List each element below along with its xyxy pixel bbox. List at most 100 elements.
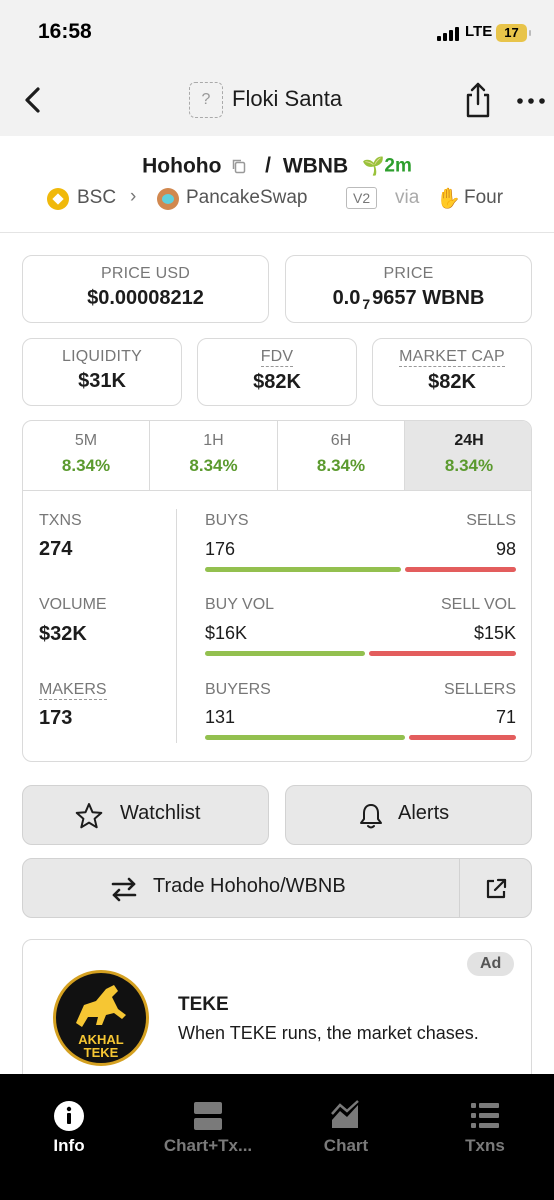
- tab-chart[interactable]: Chart: [277, 1074, 415, 1200]
- logo-text-line1: AKHAL: [78, 1032, 124, 1047]
- pancakeswap-icon: [157, 188, 179, 210]
- buy-vol-value: $16K: [205, 623, 248, 643]
- volume-label: VOLUME: [39, 596, 107, 613]
- liquidity-box: LIQUIDITY $31K: [22, 338, 182, 406]
- sprout-icon: 🌱: [361, 155, 385, 176]
- tab-24h-change: 8.34%: [444, 456, 494, 475]
- price-usd-label: PRICE USD: [101, 265, 190, 282]
- bsc-chain-icon: [47, 188, 69, 210]
- tab-1h-change: 8.34%: [189, 456, 238, 475]
- base-token-symbol: Hohoho: [142, 154, 222, 178]
- pair-header: Hohoho / WBNB 🌱2m: [0, 154, 554, 178]
- nav-bar: ? Floki Santa: [0, 64, 554, 136]
- tab-chart-label: Chart: [323, 1136, 369, 1155]
- tab-24h[interactable]: 24H 8.34%: [405, 421, 531, 490]
- tab-6h[interactable]: 6H 8.34%: [278, 421, 405, 490]
- logo-text-line2: TEKE: [83, 1045, 119, 1060]
- sells-bar: [405, 567, 516, 572]
- sellers-label: SELLERS: [443, 681, 516, 698]
- buy-vol-label: BUY VOL: [205, 596, 275, 613]
- txns-label: TXNS: [39, 512, 82, 529]
- launchpad-name[interactable]: Four: [464, 187, 504, 208]
- sells-value: 98: [495, 539, 516, 559]
- four-launchpad-icon: ✋: [436, 188, 461, 210]
- tab-chart-txns[interactable]: Chart+Tx...: [139, 1074, 277, 1200]
- sellers-bar: [409, 735, 516, 740]
- buys-value: 176: [205, 539, 236, 559]
- teke-logo: AKHAL TEKE: [53, 970, 149, 1066]
- back-button[interactable]: [16, 80, 52, 120]
- tab-1h[interactable]: 1H 8.34%: [150, 421, 278, 490]
- buys-label: BUYS: [205, 512, 249, 529]
- price-native-value: 0.0 7 9657 WBNB: [332, 287, 485, 312]
- ad-card[interactable]: Ad AKHAL TEKE TEKE When TEKE runs, the ma…: [22, 939, 532, 1119]
- ad-badge: Ad: [467, 952, 515, 976]
- price-usd-value: $0.00008212: [87, 287, 204, 309]
- volume-value: $32K: [39, 623, 87, 645]
- area-chart-icon: [331, 1100, 359, 1128]
- alerts-button[interactable]: Alerts: [285, 785, 532, 845]
- swap-arrows-icon: [111, 877, 137, 902]
- copy-icon[interactable]: [231, 158, 247, 174]
- quote-token-symbol: WBNB: [282, 154, 349, 178]
- buy-vol-bar: [205, 651, 365, 656]
- txns-value: 274: [39, 538, 73, 560]
- tab-5m[interactable]: 5M 8.34%: [23, 421, 150, 490]
- tab-5m-change: 8.34%: [61, 456, 111, 475]
- chain-name[interactable]: BSC: [77, 187, 117, 208]
- bottom-tab-bar: Info Chart+Tx... Chart Txns: [0, 1074, 554, 1200]
- chevron-right-icon: ›: [130, 186, 137, 207]
- horse-icon: [76, 985, 126, 1027]
- buyers-bar: [205, 735, 405, 740]
- tab-txns-label: Txns: [465, 1136, 505, 1155]
- list-icon: [471, 1103, 499, 1128]
- tab-info[interactable]: Info: [0, 1074, 138, 1200]
- market-cap-value: $82K: [428, 371, 476, 393]
- makers-value: 173: [39, 707, 73, 729]
- tab-info-label: Info: [53, 1136, 85, 1155]
- tab-chart-txns-label: Chart+Tx...: [163, 1136, 253, 1155]
- trade-button[interactable]: Trade Hohoho/WBNB: [22, 858, 532, 918]
- trade-label: Trade Hohoho/WBNB: [153, 875, 346, 897]
- star-icon: [75, 803, 103, 829]
- battery-icon: 17: [496, 24, 531, 42]
- tab-txns[interactable]: Txns: [416, 1074, 554, 1200]
- tab-24h-label: 24H: [454, 432, 484, 449]
- price-native-box: PRICE 0.0 7 9657 WBNB: [285, 255, 532, 323]
- trading-stats-panel: 5M 8.34% 1H 8.34% 6H 8.34% 24H 8.34% TXN…: [22, 420, 532, 762]
- ad-text: When TEKE runs, the market chases.: [178, 1023, 479, 1043]
- liquidity-label: LIQUIDITY: [61, 348, 143, 365]
- more-options-button[interactable]: [515, 86, 547, 116]
- price-usd-box: PRICE USD $0.00008212: [22, 255, 269, 323]
- pair-separator: /: [265, 154, 271, 178]
- via-label: via: [395, 187, 420, 208]
- fdv-box[interactable]: FDV $82K: [197, 338, 357, 406]
- header-divider: [0, 232, 554, 233]
- sell-vol-value: $15K: [473, 623, 516, 643]
- trade-button-divider: [459, 859, 460, 917]
- token-placeholder-icon: ?: [189, 82, 223, 118]
- info-icon: [54, 1101, 84, 1131]
- price-native-label: PRICE: [383, 265, 434, 282]
- page-title: Floki Santa: [232, 86, 343, 111]
- dex-name[interactable]: PancakeSwap: [186, 187, 308, 208]
- makers-label[interactable]: MAKERS: [39, 681, 107, 700]
- market-cap-box[interactable]: MARKET CAP $82K: [372, 338, 532, 406]
- liquidity-value: $31K: [78, 370, 126, 392]
- external-link-icon[interactable]: [484, 877, 508, 901]
- tab-6h-change: 8.34%: [316, 456, 366, 475]
- share-button[interactable]: [461, 81, 495, 119]
- split-layout-icon: [194, 1102, 222, 1130]
- pair-age: 2m: [384, 155, 412, 177]
- watchlist-label: Watchlist: [120, 802, 201, 824]
- status-bar: 16:58 LTE 17: [0, 0, 554, 64]
- sellers-value: 71: [495, 707, 516, 727]
- metrics-divider: [176, 509, 177, 743]
- status-time: 16:58: [38, 20, 92, 43]
- signal-icon: [437, 27, 461, 41]
- more-icon: [517, 98, 545, 104]
- network-label: LTE: [465, 23, 493, 40]
- watchlist-button[interactable]: Watchlist: [22, 785, 269, 845]
- chevron-left-icon: [25, 87, 40, 113]
- sells-label: SELLS: [466, 512, 516, 529]
